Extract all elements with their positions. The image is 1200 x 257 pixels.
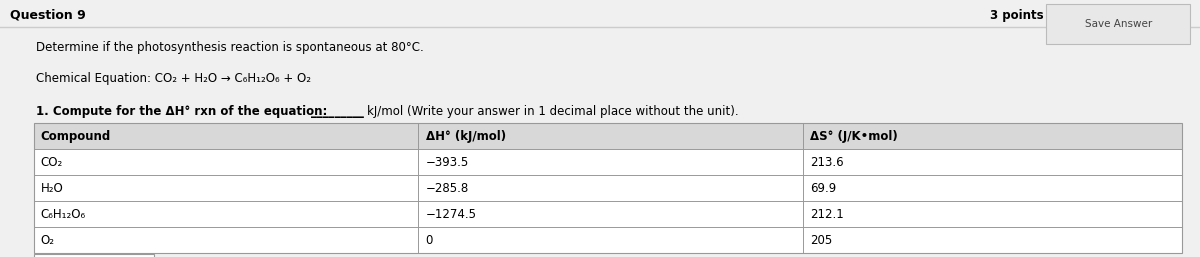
Text: H₂O: H₂O: [41, 182, 64, 195]
Text: 212.1: 212.1: [810, 208, 844, 221]
Bar: [34, 201, 1182, 227]
Text: 69.9: 69.9: [810, 182, 836, 195]
Text: 205: 205: [810, 234, 833, 247]
Text: Save Answer: Save Answer: [1085, 19, 1152, 29]
Bar: [34, 123, 1182, 149]
Text: Compound: Compound: [41, 130, 112, 143]
Text: Determine if the photosynthesis reaction is spontaneous at 80°C.: Determine if the photosynthesis reaction…: [36, 41, 424, 54]
Text: −393.5: −393.5: [426, 156, 469, 169]
Text: _________: _________: [311, 105, 364, 118]
Text: 1. Compute for the ΔH° rxn of the equation:: 1. Compute for the ΔH° rxn of the equati…: [36, 105, 331, 118]
Bar: [34, 227, 1182, 253]
Bar: [1046, 4, 1190, 44]
Bar: [34, 175, 1182, 201]
Text: 0: 0: [426, 234, 433, 247]
Text: O₂: O₂: [41, 234, 55, 247]
Text: C₆H₁₂O₆: C₆H₁₂O₆: [41, 208, 86, 221]
Text: ΔS° (J/K•mol): ΔS° (J/K•mol): [810, 130, 898, 143]
Text: kJ/mol (Write your answer in 1 decimal place without the unit).: kJ/mol (Write your answer in 1 decimal p…: [367, 105, 738, 118]
Text: Chemical Equation: CO₂ + H₂O → C₆H₁₂O₆ + O₂: Chemical Equation: CO₂ + H₂O → C₆H₁₂O₆ +…: [36, 72, 311, 85]
Text: Question 9: Question 9: [10, 9, 85, 22]
Bar: [34, 123, 1182, 253]
Text: CO₂: CO₂: [41, 156, 64, 169]
Text: ΔH° (kJ/mol): ΔH° (kJ/mol): [426, 130, 505, 143]
Text: −285.8: −285.8: [426, 182, 469, 195]
Text: 213.6: 213.6: [810, 156, 844, 169]
Text: 3 points: 3 points: [990, 9, 1044, 22]
Text: −1274.5: −1274.5: [426, 208, 476, 221]
Bar: [34, 254, 154, 257]
Bar: [34, 149, 1182, 175]
